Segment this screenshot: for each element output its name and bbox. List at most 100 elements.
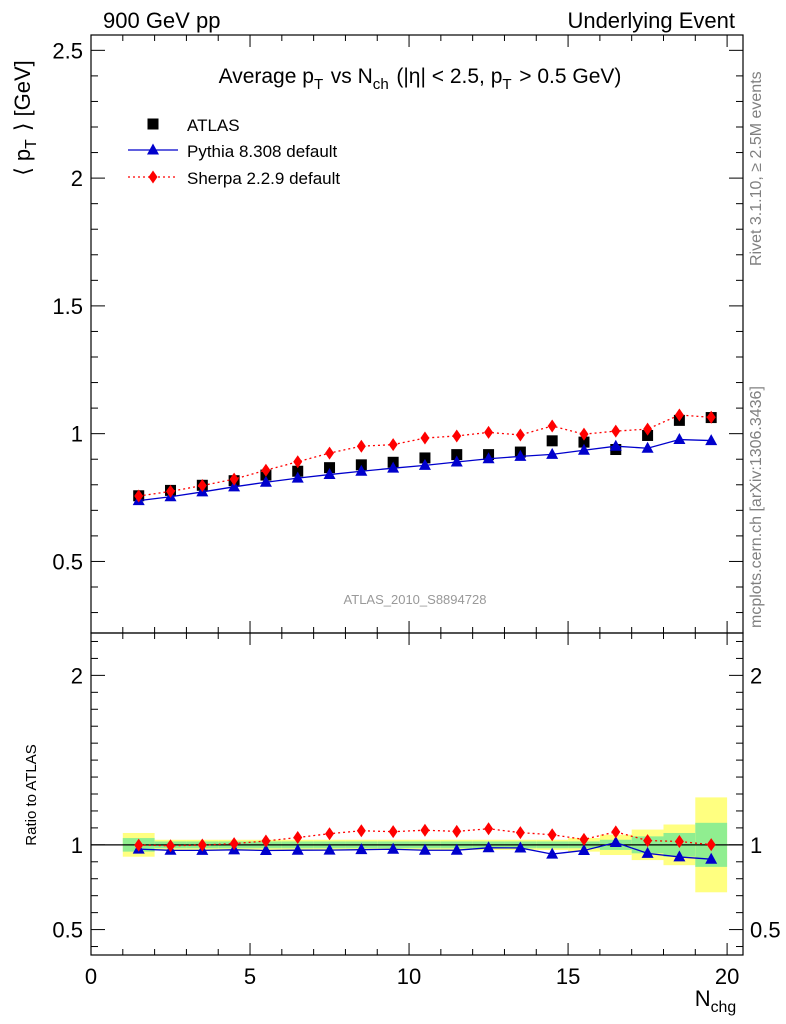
data-point-red bbox=[261, 463, 271, 477]
ratio-point-red bbox=[229, 837, 239, 851]
ratio-tick-label-right: 0.5 bbox=[750, 918, 781, 943]
ratio-tick-label: 2 bbox=[71, 663, 83, 688]
data-point-red bbox=[547, 419, 557, 433]
data-point-blue bbox=[673, 433, 686, 445]
ratio-point-blue bbox=[609, 835, 622, 847]
ratio-point-red bbox=[706, 838, 716, 852]
data-point-blue bbox=[323, 468, 336, 480]
data-point-black bbox=[292, 465, 304, 477]
header-right: Underlying Event bbox=[567, 8, 735, 33]
data-point-blue bbox=[641, 441, 654, 453]
data-point-red bbox=[579, 427, 589, 441]
analysis-label: ATLAS_2010_S8894728 bbox=[344, 592, 487, 607]
data-point-red bbox=[388, 438, 398, 452]
data-point-black bbox=[451, 449, 463, 461]
ratio-point-red bbox=[134, 838, 144, 852]
side-label-upper: Rivet 3.1.10, ≥ 2.5M events bbox=[748, 71, 765, 266]
data-point-black bbox=[419, 452, 431, 464]
ratio-point-red bbox=[356, 824, 366, 838]
data-point-black bbox=[324, 462, 336, 474]
ratio-point-blue bbox=[641, 846, 654, 858]
ratio-point-red bbox=[325, 827, 335, 841]
main-panel-series bbox=[132, 408, 718, 506]
data-point-blue bbox=[514, 449, 527, 461]
data-point-red bbox=[134, 489, 144, 503]
ratio-point-red bbox=[388, 825, 398, 839]
data-point-red bbox=[293, 455, 303, 469]
series-line-blue bbox=[138, 438, 712, 502]
ratio-point-red bbox=[420, 823, 430, 837]
ratio-point-red bbox=[197, 838, 207, 852]
legend-label-black: ATLAS bbox=[187, 116, 240, 135]
ratio-point-red bbox=[674, 834, 684, 848]
ratio-y-axis-label: Ratio to ATLAS bbox=[23, 744, 40, 845]
ratio-tick-label: 1 bbox=[71, 833, 83, 858]
ratio-point-red bbox=[452, 824, 462, 838]
ratio-point-blue bbox=[577, 843, 590, 855]
ratio-point-red bbox=[515, 826, 525, 840]
ratio-point-red bbox=[166, 839, 176, 853]
y-tick-label: 2 bbox=[71, 166, 83, 191]
data-point-red bbox=[325, 446, 335, 460]
legend: ATLAS Pythia 8.308 default Sherpa 2.2.9 de… bbox=[128, 116, 340, 188]
y-axis-label: ⟨ pT ⟩ [GeV] bbox=[10, 60, 40, 176]
y-tick-label: 1.5 bbox=[52, 294, 83, 319]
data-point-red bbox=[197, 479, 207, 493]
x-tick-label: 15 bbox=[556, 964, 580, 989]
ratio-point-blue bbox=[673, 850, 686, 862]
ratio-point-red bbox=[579, 832, 589, 846]
data-point-blue bbox=[259, 475, 272, 487]
y-tick-label: 1 bbox=[71, 422, 83, 447]
data-point-red bbox=[611, 424, 621, 438]
ratio-point-blue bbox=[450, 843, 463, 855]
x-tick-label: 5 bbox=[244, 964, 256, 989]
axes: 0 5 10 15 20 0.5 1 1.5 2 2.5 0.5 0.5 1 1 2 2 bbox=[52, 34, 781, 989]
data-point-red bbox=[706, 410, 716, 424]
y-tick-label: 0.5 bbox=[52, 549, 83, 574]
ratio-panel-series bbox=[91, 822, 743, 864]
ratio-tick-label-right: 2 bbox=[750, 663, 762, 688]
ratio-point-red bbox=[547, 828, 557, 842]
data-point-blue bbox=[577, 443, 590, 455]
ratio-point-blue bbox=[418, 843, 431, 855]
data-point-red bbox=[166, 484, 176, 498]
ratio-point-blue bbox=[291, 843, 304, 855]
data-point-blue bbox=[482, 452, 495, 464]
legend-marker-blue bbox=[147, 143, 159, 155]
ratio-point-red bbox=[611, 825, 621, 839]
ratio-point-blue bbox=[482, 841, 495, 853]
legend-label-red: Sherpa 2.2.9 default bbox=[187, 169, 340, 188]
data-point-black bbox=[578, 436, 590, 448]
ratio-point-blue bbox=[259, 844, 272, 856]
ratio-point-blue bbox=[514, 841, 527, 853]
x-axis-label: Nchg bbox=[695, 986, 738, 1016]
data-point-red bbox=[229, 472, 239, 486]
ratio-point-red bbox=[484, 822, 494, 836]
data-point-blue bbox=[609, 439, 622, 451]
ratio-panel-frame bbox=[90, 632, 744, 956]
ratio-tick-label-right: 1 bbox=[750, 833, 762, 858]
ratio-point-blue bbox=[387, 842, 400, 854]
ratio-point-red bbox=[293, 830, 303, 844]
legend-label-blue: Pythia 8.308 default bbox=[187, 142, 338, 161]
data-point-red bbox=[420, 431, 430, 445]
data-point-red bbox=[674, 408, 684, 422]
data-point-blue bbox=[291, 471, 304, 483]
x-tick-label: 0 bbox=[85, 964, 97, 989]
data-point-red bbox=[452, 429, 462, 443]
y-tick-label: 2.5 bbox=[52, 38, 83, 63]
ratio-point-red bbox=[643, 834, 653, 848]
ratio-point-blue bbox=[323, 843, 336, 855]
ratio-point-blue bbox=[355, 843, 368, 855]
data-point-red bbox=[356, 439, 366, 453]
ratio-point-red bbox=[261, 834, 271, 848]
data-point-blue bbox=[228, 480, 241, 492]
legend-marker-black bbox=[147, 118, 159, 130]
x-tick-label: 10 bbox=[397, 964, 421, 989]
data-point-red bbox=[643, 422, 653, 436]
data-point-blue bbox=[418, 458, 431, 470]
data-point-red bbox=[515, 428, 525, 442]
chart-labels: 900 GeV pp Underlying Event Average pT v… bbox=[10, 8, 765, 1016]
data-point-blue bbox=[355, 464, 368, 476]
data-point-red bbox=[484, 425, 494, 439]
